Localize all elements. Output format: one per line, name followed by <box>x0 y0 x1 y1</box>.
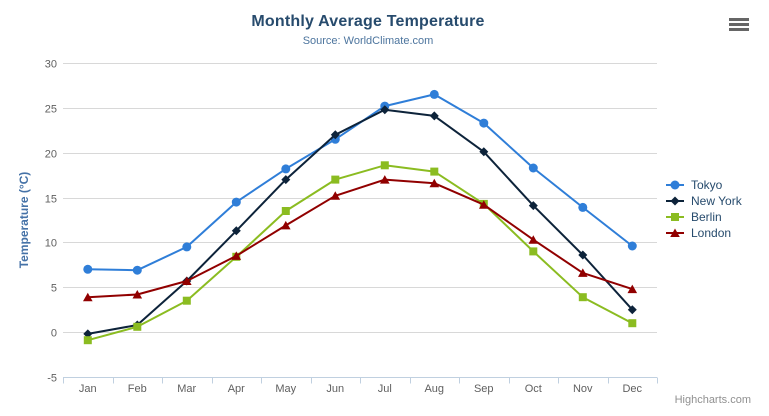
x-axis-label: Mar <box>177 383 196 395</box>
y-axis-label: 25 <box>45 104 57 116</box>
data-point-tokyo-Aug[interactable] <box>429 89 439 99</box>
x-axis-label: Jul <box>378 383 392 395</box>
data-point-tokyo-Sep[interactable] <box>479 118 489 128</box>
data-point-berlin-Mar[interactable] <box>182 296 191 305</box>
legend-symbol[interactable] <box>670 180 680 190</box>
legend-label: London <box>691 226 732 240</box>
export-menu-button[interactable] <box>726 17 752 37</box>
data-point-tokyo-Apr[interactable] <box>231 197 241 207</box>
data-point-london-May[interactable] <box>281 220 291 230</box>
data-point-london-Nov[interactable] <box>578 268 588 277</box>
data-point-new-york-Jul[interactable] <box>380 105 390 115</box>
data-point-berlin-Nov[interactable] <box>578 293 587 302</box>
series-line-london[interactable] <box>87 178 633 299</box>
data-point-new-york-Dec[interactable] <box>627 305 637 315</box>
data-point-london-Oct[interactable] <box>528 235 539 244</box>
y-axis-label: 30 <box>45 59 57 71</box>
hamburger-icon <box>728 18 750 31</box>
data-point-new-york-Nov[interactable] <box>578 250 588 260</box>
x-axis-label: Oct <box>525 383 542 395</box>
legend-symbol[interactable] <box>671 213 679 221</box>
legend-marker-square-icon <box>666 213 684 221</box>
data-point-london-Apr[interactable] <box>231 251 242 260</box>
x-axis-label: Jan <box>79 383 97 395</box>
data-point-berlin-Jun[interactable] <box>331 175 340 184</box>
data-point-new-york-Oct[interactable] <box>528 201 538 211</box>
data-point-new-york-Jan[interactable] <box>83 329 93 339</box>
y-axis-label: 10 <box>45 238 57 250</box>
legend-symbol[interactable] <box>670 228 680 238</box>
chart-subtitle: Source: WorldClimate.com <box>302 35 434 47</box>
legend-item-tokyo[interactable]: Tokyo <box>666 177 742 193</box>
legend-marker-circle-icon <box>666 180 684 190</box>
data-point-new-york-May[interactable] <box>281 175 291 185</box>
x-axis-label: Apr <box>228 383 245 395</box>
legend: Tokyo New York Berlin London <box>666 177 742 241</box>
legend-marker-triangle-icon <box>666 228 684 238</box>
data-point-london-Mar[interactable] <box>182 276 192 286</box>
legend-symbol[interactable] <box>670 196 680 206</box>
x-axis-label: Aug <box>424 383 444 395</box>
legend-label: New York <box>691 194 742 208</box>
data-point-berlin-Aug[interactable] <box>430 167 439 176</box>
legend-label: Berlin <box>691 210 722 224</box>
data-point-tokyo-Mar[interactable] <box>182 242 192 252</box>
y-axis-title: Temperature (°C) <box>17 172 31 269</box>
data-point-london-Sep[interactable] <box>479 200 489 209</box>
series-new-york <box>83 105 637 339</box>
data-point-london-Jan[interactable] <box>83 292 93 302</box>
series-tokyo <box>83 89 637 275</box>
x-axis-label: Sep <box>474 383 494 395</box>
legend-item-berlin[interactable]: Berlin <box>666 209 742 225</box>
plot-layer: -5 0 5 10 15 20 25 30 Jan Feb Mar Apr May Jun Jul Aug Se… <box>45 59 658 395</box>
x-axis-label: Feb <box>128 383 147 395</box>
x-axis-label: Jun <box>326 383 344 395</box>
x-axis-label: Dec <box>622 383 642 395</box>
highcharts-credits[interactable]: Highcharts.com <box>674 394 751 406</box>
data-point-new-york-Apr[interactable] <box>231 226 241 236</box>
series-line-tokyo[interactable] <box>87 93 633 272</box>
data-point-london-Jun[interactable] <box>330 191 341 200</box>
series-line-berlin[interactable] <box>87 164 633 342</box>
data-point-tokyo-Oct[interactable] <box>528 163 538 173</box>
y-axis-label: 20 <box>45 149 57 161</box>
data-point-berlin-Feb[interactable] <box>133 322 142 331</box>
data-point-berlin-Dec[interactable] <box>628 319 637 328</box>
data-point-tokyo-Dec[interactable] <box>627 241 637 251</box>
x-axis-label: Nov <box>573 383 593 395</box>
data-point-berlin-Jul[interactable] <box>380 161 389 170</box>
data-point-tokyo-May[interactable] <box>281 164 291 174</box>
legend-label: Tokyo <box>691 178 723 192</box>
data-point-new-york-Jun[interactable] <box>330 130 340 140</box>
y-axis-label: -5 <box>47 373 57 385</box>
data-point-london-Dec[interactable] <box>627 284 638 294</box>
y-axis-label: 5 <box>51 283 57 295</box>
x-axis-label: May <box>275 383 296 395</box>
data-point-new-york-Sep[interactable] <box>479 147 489 157</box>
data-point-tokyo-Jan[interactable] <box>83 264 93 274</box>
series-line-new-york[interactable] <box>87 108 634 335</box>
y-axis-label: 15 <box>45 194 57 206</box>
data-point-berlin-Jan[interactable] <box>83 336 92 345</box>
data-point-tokyo-Nov[interactable] <box>578 202 588 212</box>
data-point-london-Aug[interactable] <box>429 178 440 188</box>
data-point-new-york-Aug[interactable] <box>429 111 439 121</box>
series-london <box>83 175 638 302</box>
data-point-berlin-May[interactable] <box>281 207 290 215</box>
data-point-london-Jul[interactable] <box>380 175 390 184</box>
data-point-tokyo-Feb[interactable] <box>132 265 142 275</box>
chart-title: Monthly Average Temperature <box>251 13 485 30</box>
data-point-london-Feb[interactable] <box>132 290 143 299</box>
legend-marker-diamond-icon <box>666 196 684 206</box>
legend-item-new-york[interactable]: New York <box>666 193 742 209</box>
data-point-berlin-Oct[interactable] <box>529 247 538 256</box>
y-axis-label: 0 <box>51 328 57 340</box>
legend-item-london[interactable]: London <box>666 225 742 241</box>
